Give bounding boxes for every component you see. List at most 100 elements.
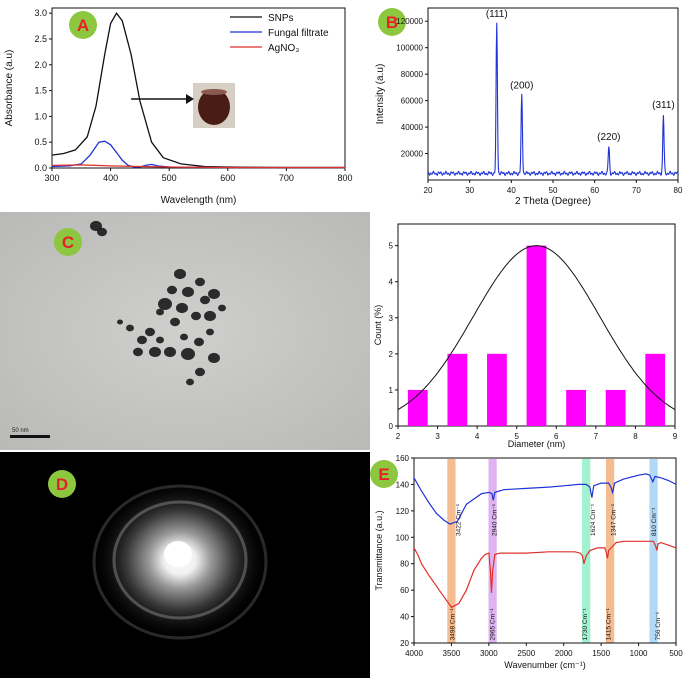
x-tick-label: 30: [465, 186, 474, 195]
absorption-bands: [447, 459, 658, 643]
badge-c: C: [54, 228, 82, 256]
x-tick-label: 4: [475, 432, 480, 441]
x-tick-label: 20: [424, 186, 433, 195]
legend-label: SNPs: [268, 13, 294, 24]
panel-e-ftir: 4000 3500 3000 2500 2000 1500 1000 500 20 40 60 80 1…: [370, 452, 685, 678]
nanoparticle: [137, 335, 147, 345]
x-tick-label: 500: [669, 649, 683, 658]
x-axis-label: Wavenumber (cm⁻¹): [504, 660, 585, 670]
x-tick-label: 7: [594, 432, 599, 441]
peak-label: (311): [652, 100, 675, 111]
y-tick-label: 0: [389, 422, 394, 431]
y-tick-label: 3.0: [34, 8, 47, 18]
gaussian-fit-curve: [397, 245, 676, 410]
badge-d-circle: [48, 470, 76, 498]
x-tick-label: 700: [279, 173, 294, 183]
nanoparticle: [97, 227, 107, 237]
nanoparticle: [170, 317, 180, 327]
band-highlight: [582, 459, 591, 643]
y-tick-label: 160: [396, 454, 410, 463]
plot-frame: [51, 7, 346, 169]
x-tick-label: 50: [549, 186, 558, 195]
y-tick-label: 60000: [401, 97, 424, 106]
axes-xrd: 20 30 40 50 60 70 80 20000 40000 60000 80000 100000…: [375, 7, 683, 207]
nanoparticle: [176, 302, 188, 314]
y-tick-label: 0.5: [34, 137, 47, 147]
band-label-lower: 1415 Cm⁻¹: [606, 608, 613, 641]
nanoparticle: [149, 346, 161, 358]
x-tick-label: 5: [514, 432, 519, 441]
ftir-chart: 4000 3500 3000 2500 2000 1500 1000 500 20 40 60 80 1…: [370, 454, 683, 670]
y-tick-label: 0.0: [34, 163, 47, 173]
nanoparticle: [195, 367, 205, 377]
nanoparticle: [200, 295, 210, 305]
histogram-bar: [526, 245, 547, 426]
y-tick-label: 40: [400, 613, 409, 622]
x-tick-label: 2500: [517, 649, 535, 658]
inset-photo: [193, 83, 235, 128]
y-tick-label: 60: [400, 586, 409, 595]
badge-c-letter: C: [62, 233, 74, 252]
axes-uv-vis: 300 400 500 600 700 800 0.0 0.5 1.0 1.5 2.0 2.5 3.0 W…: [4, 7, 353, 206]
y-tick-label: 1: [389, 386, 394, 395]
histogram-bar: [487, 353, 507, 426]
y-tick-label: 1.5: [34, 86, 47, 96]
panel-b-xrd: B 20 30 40 50 60 70 80 20000 40000 60000 80000 1000…: [370, 0, 685, 210]
x-tick-label: 1000: [630, 649, 648, 658]
nanoparticle: [194, 337, 204, 347]
histogram-bar: [447, 353, 468, 426]
x-tick-label: 3000: [480, 649, 498, 658]
panel-a-uv-vis: A 300 400 500 600 700 800 0.0 0.5 1.0 1.5 2.0 2.5 3.…: [0, 0, 370, 210]
band-highlight: [649, 459, 658, 643]
nanoparticle: [204, 310, 216, 322]
y-tick-label: 100000: [396, 44, 423, 53]
y-tick-label: 140: [396, 480, 410, 489]
panel-d-saed-pattern: D: [0, 452, 370, 678]
x-tick-label: 6: [554, 432, 559, 441]
nanoparticle: [218, 304, 226, 312]
peak-label: (220): [597, 132, 620, 143]
x-tick-label: 800: [337, 173, 352, 183]
series-line-agno: [51, 164, 345, 169]
nanoparticle: [180, 333, 188, 341]
y-tick-label: 100: [396, 533, 410, 542]
uv-vis-chart: A 300 400 500 600 700 800 0.0 0.5 1.0 1.5 2.0 2.5 3.…: [4, 7, 353, 206]
series-line-fungalfiltrate: [51, 140, 345, 169]
y-tick-label: 120: [396, 507, 410, 516]
band-label-upper: 2940 Cm⁻¹: [491, 503, 498, 536]
y-tick-label: 80000: [401, 70, 424, 79]
nanoparticle: [182, 286, 194, 298]
nanoparticle: [145, 327, 155, 337]
y-tick-label: 80: [400, 560, 409, 569]
badge-e: E: [370, 460, 398, 488]
x-tick-label: 1500: [592, 649, 610, 658]
nanoparticle: [126, 324, 134, 332]
y-axis-label: Transmittance (a.u.): [374, 510, 384, 590]
x-tick-label: 300: [44, 173, 59, 183]
y-tick-label: 40000: [401, 123, 424, 132]
nanoparticle: [174, 268, 186, 280]
x-tick-label: 500: [162, 173, 177, 183]
x-tick-label: 400: [103, 173, 118, 183]
badge-e-circle: [370, 460, 398, 488]
y-tick-label: 20000: [401, 150, 424, 159]
y-tick-label: 5: [389, 242, 394, 251]
xrd-pattern-line: [427, 22, 679, 177]
panel-c-size-distribution: 2 3 4 5 6 7 8 9 0 1 2 3 4 5 Diameter (nm) Count (%): [370, 212, 685, 450]
legend-label: Fungal filtrate: [268, 28, 329, 39]
x-tick-label: 8: [633, 432, 638, 441]
y-tick-label: 3: [389, 314, 394, 323]
x-tick-label: 600: [220, 173, 235, 183]
legend: SNPs Fungal filtrate AgNO₃: [230, 13, 329, 54]
scale-bar-label: 50 nm: [12, 428, 29, 434]
y-tick-label: 4: [389, 278, 394, 287]
inset-flask-rim: [201, 89, 227, 95]
nanoparticle: [186, 378, 194, 386]
badge-a-circle: [69, 11, 97, 39]
x-tick-label: 2: [396, 432, 401, 441]
axes-ftir: 4000 3500 3000 2500 2000 1500 1000 500 20 40 60 80 1…: [374, 454, 683, 670]
x-tick-label: 4000: [405, 649, 423, 658]
nanoparticle: [117, 319, 123, 325]
y-tick-label: 1.0: [34, 111, 47, 121]
